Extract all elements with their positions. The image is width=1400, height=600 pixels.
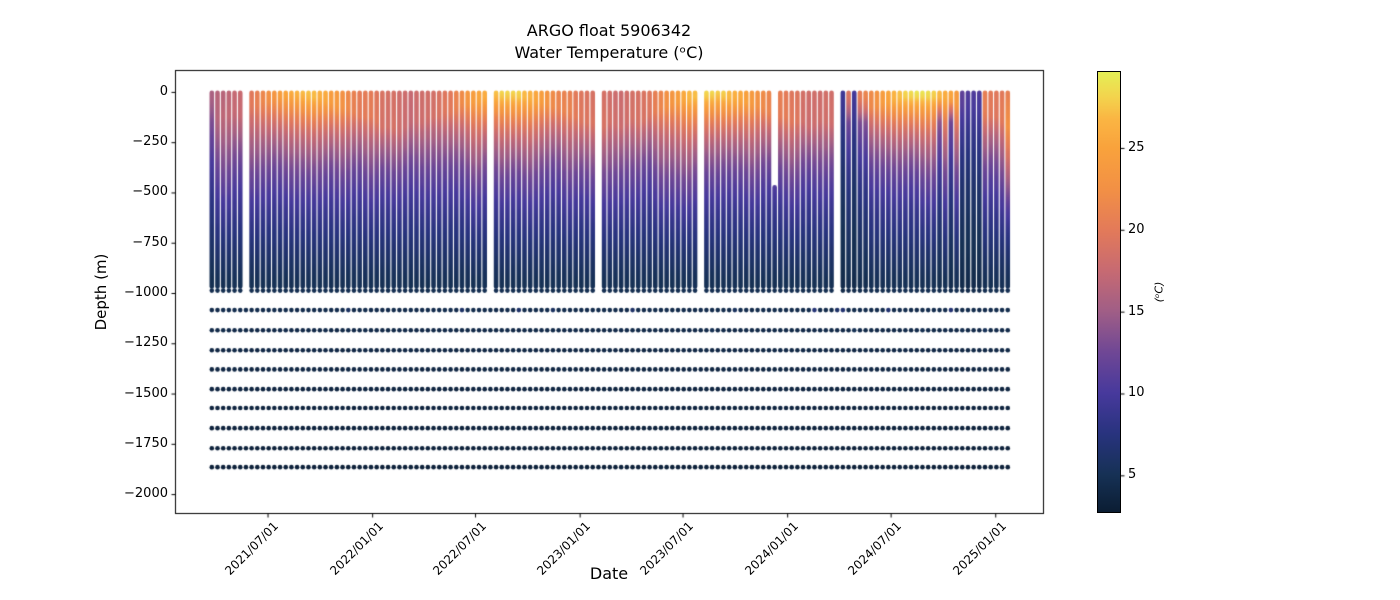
colorbar-label: (ᵒC) (1152, 281, 1166, 303)
y-tick-label: −250 (132, 134, 168, 150)
y-tick-label: −1250 (124, 335, 168, 351)
y-tick-label: −2000 (124, 486, 168, 502)
y-tick-label: −1000 (124, 285, 168, 300)
y-tick-label: 0 (159, 83, 168, 99)
y-tick-label: −1500 (124, 385, 168, 401)
colorbar (1097, 71, 1121, 513)
colorbar-tick-label: 20 (1128, 221, 1145, 237)
colorbar-tick-label: 10 (1128, 385, 1145, 401)
colorbar-tick-label: 5 (1128, 467, 1137, 483)
x-axis-label: Date (589, 564, 629, 583)
chart-subtitle: Water Temperature (ᵒC) (514, 43, 704, 62)
y-tick-label: −500 (132, 184, 168, 200)
colorbar-tick-label: 25 (1128, 139, 1145, 155)
colorbar-tick-label: 15 (1128, 303, 1145, 319)
chart-title: ARGO float 5906342 (526, 21, 692, 40)
y-tick-label: −1750 (124, 435, 168, 451)
y-tick-label: −750 (132, 234, 168, 250)
